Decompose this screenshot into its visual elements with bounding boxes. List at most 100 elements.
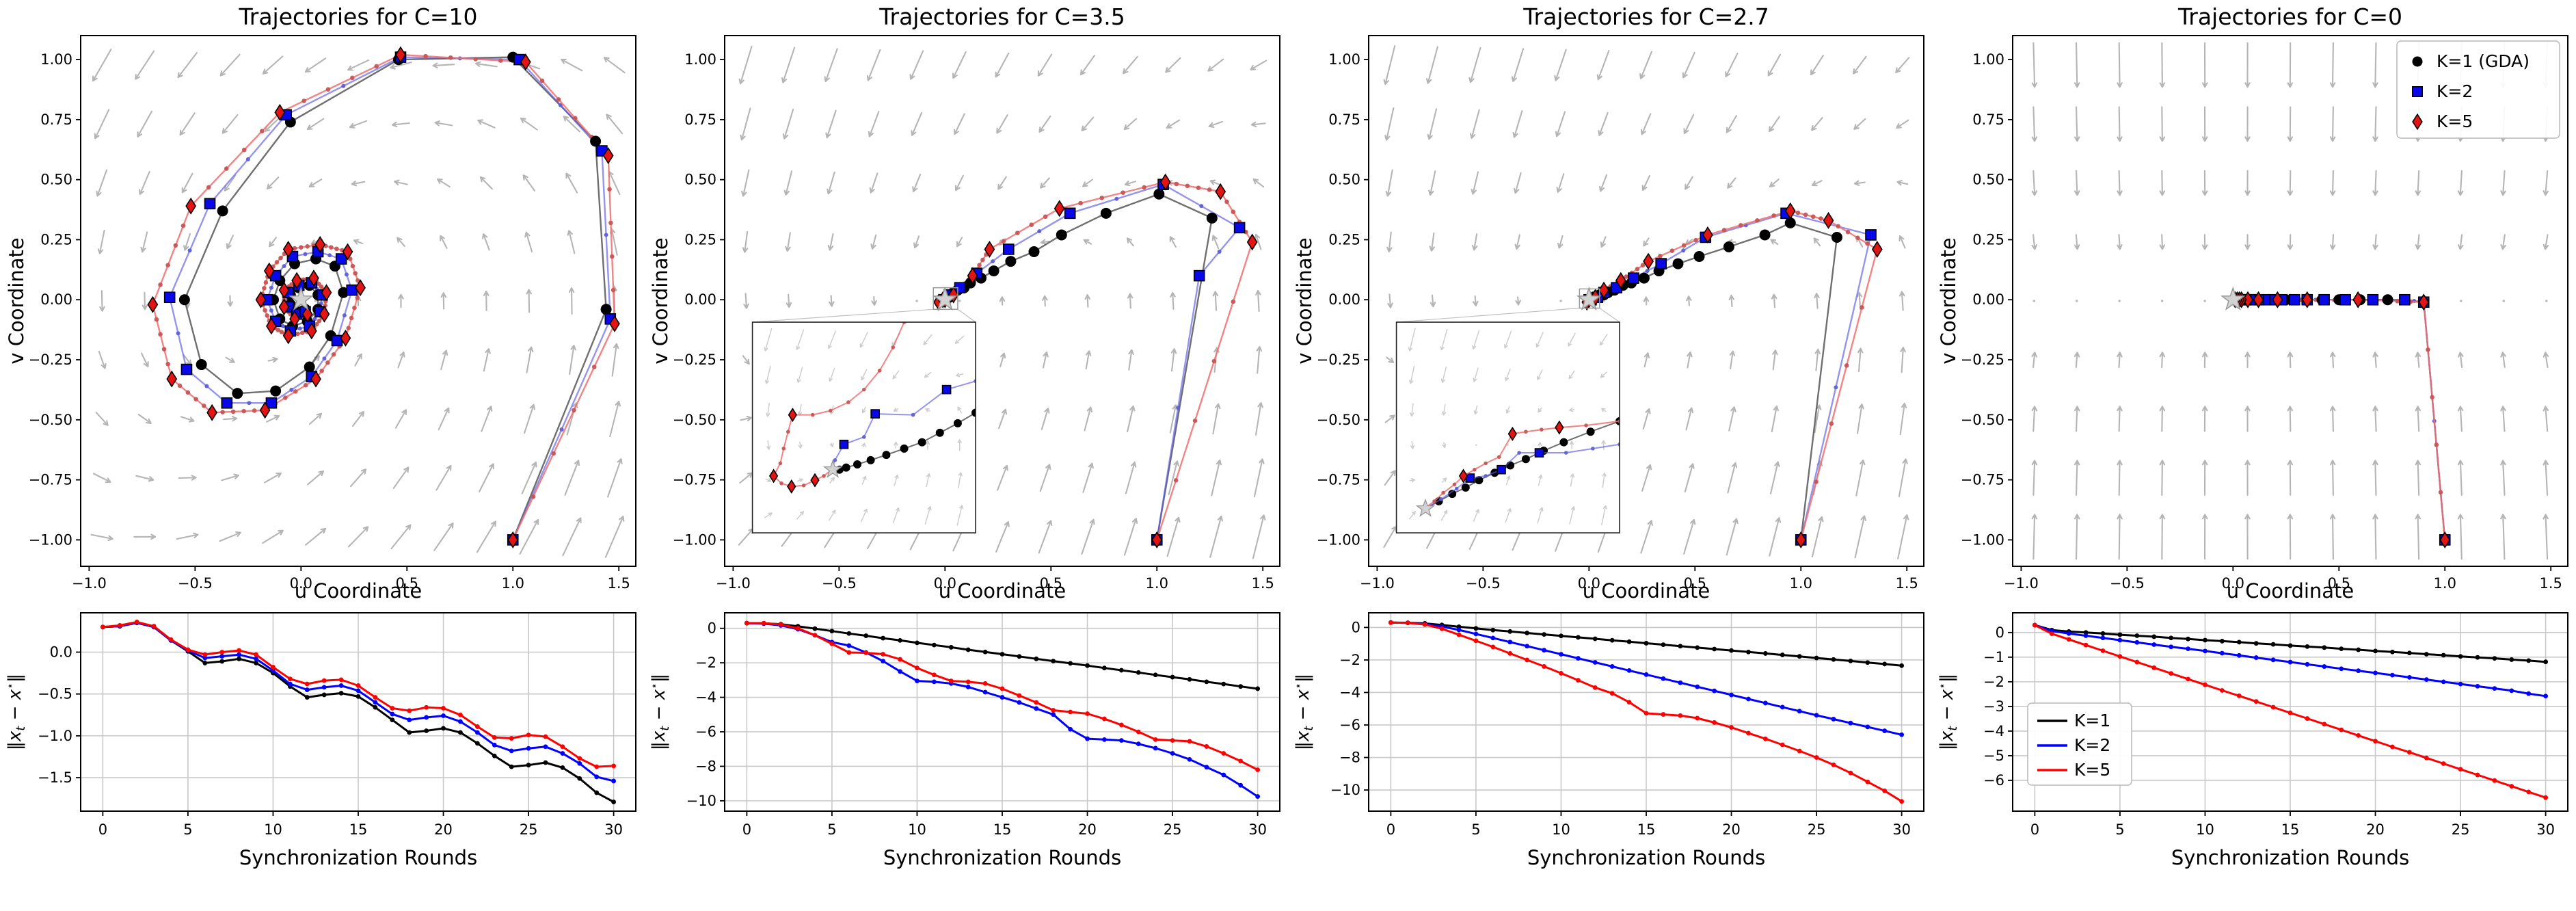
data-point-marker-icon [1661,676,1666,681]
k2-step-dot-icon [342,313,347,318]
y-tick-label: 0.00 [1972,291,2004,308]
quiver-arrow-icon [1385,169,1393,197]
inset-step-dot-icon [862,387,866,392]
quiver-arrow-icon [2074,352,2080,369]
quiver-arrow-icon [2031,514,2038,560]
data-point-marker-icon [1678,644,1683,649]
data-point-marker-icon [611,778,617,784]
inset-step-dot-icon [1484,474,1488,478]
k5-diamond-marker-icon [1246,233,1258,251]
k5-step-dot-icon [1814,479,1819,484]
quiver-arrow-icon [1383,45,1396,85]
quiver-arrow-icon [606,114,623,135]
quiver-arrow-icon [2329,106,2336,142]
quiver-arrow-icon [2244,106,2251,142]
k1-circle-marker-icon [1100,207,1112,219]
quiver-arrow-icon [1468,47,1481,83]
quiver-arrow-icon [434,120,453,127]
k2-step-dot-icon [1037,229,1042,234]
quiver-arrow-icon [796,329,805,350]
x-tick-label: −1.0 [72,575,107,592]
k2-step-dot-icon [204,384,209,388]
quiver-arrow-icon [1253,458,1265,498]
quiver-arrow-icon [2543,170,2549,196]
data-point-marker-icon [1187,676,1192,682]
k5-step-dot-icon [1693,237,1698,243]
k5-diamond-marker-icon [2253,291,2264,308]
data-point-marker-icon [338,677,344,683]
quiver-arrow-icon [561,58,583,72]
data-point-marker-icon [2492,656,2497,661]
data-point-marker-icon [492,735,497,740]
data-point-marker-icon [1153,672,1158,678]
quiver-dot-icon [1475,444,1477,446]
quiver-arrow-icon [1686,295,1692,306]
y-tick-label: 0 [1352,619,1360,635]
quiver-arrow-icon [1123,518,1138,556]
inset-step-dot-icon [779,481,783,486]
quiver-arrow-icon [1813,237,1821,247]
quiver-arrow-icon [1384,107,1395,141]
quiver-arrow-icon [1811,117,1823,131]
quiver-arrow-icon [2074,170,2080,196]
k1-circle-marker-icon [590,135,602,147]
data-point-marker-icon [202,655,208,661]
inset-area [764,322,976,526]
data-point-marker-icon [761,620,766,626]
data-point-marker-icon [492,742,497,748]
data-point-marker-icon [1609,664,1615,669]
quiver-arrow-icon [1041,408,1050,430]
data-point-marker-icon [2219,688,2225,693]
quiver-arrow-icon [2074,42,2080,88]
quiver-arrow-icon [2074,514,2080,560]
legend-label: K=1 (GDA) [2437,51,2530,71]
quiver-arrow-icon [2031,42,2038,88]
quiver-dot-icon [2203,300,2206,302]
quiver-arrow-icon [227,295,233,307]
y-tick-label: 0.50 [40,172,72,188]
quiver-arrow-icon [1040,177,1050,189]
data-point-marker-icon [2083,642,2089,648]
k1-circle-marker-icon [2382,294,2393,306]
inset-step-dot-icon [833,458,837,462]
x-tick-label: 1.0 [1146,575,1168,592]
data-point-marker-icon [965,685,971,689]
quiver-arrow-icon [2287,170,2294,196]
data-point-marker-icon [1170,674,1175,680]
k2-step-dot-icon [559,427,564,432]
axes-frame [80,35,636,567]
quiver-arrow-icon [2201,460,2208,496]
data-point-marker-icon [1221,772,1226,778]
x-axis-label: u Coordinate [1583,579,1710,602]
k5-step-dot-icon [2430,395,2434,400]
x-tick-label: 1.5 [1896,575,1918,592]
k5-diamond-marker-icon [1823,211,1834,229]
data-point-marker-icon [2305,716,2310,721]
quiver-arrow-icon [611,343,619,377]
quiver-arrow-icon [1515,296,1521,306]
quiver-arrow-icon [181,172,193,194]
data-point-marker-icon [1221,751,1226,756]
plot-title: Trajectories for C=0 [2177,3,2402,30]
quiver-arrow-icon [2500,170,2506,196]
k5-diamond-marker-icon [768,468,779,484]
y-tick-label: 0.75 [1328,111,1360,128]
data-point-marker-icon [1051,659,1056,664]
data-point-marker-icon [1899,732,1905,737]
x-tick-label: 0.5 [396,575,418,592]
k5-diamond-marker-icon [355,279,366,297]
k2-square-marker-icon [1655,258,1667,269]
data-point-marker-icon [795,626,801,631]
quiver-arrow-icon [2117,234,2123,250]
quiver-arrow-icon [397,237,405,247]
k2-square-marker-icon [204,198,216,210]
k5-step-dot-icon [206,185,211,190]
y-tick-label: −4 [695,689,716,706]
k5-step-dot-icon [319,368,324,373]
y-tick-label: 0 [1996,624,2004,641]
data-point-marker-icon [999,695,1005,700]
quiver-arrow-icon [1899,402,1907,436]
quiver-arrow-icon [183,233,191,251]
k5-diamond-marker-icon [319,305,330,323]
data-point-marker-icon [2458,767,2463,772]
